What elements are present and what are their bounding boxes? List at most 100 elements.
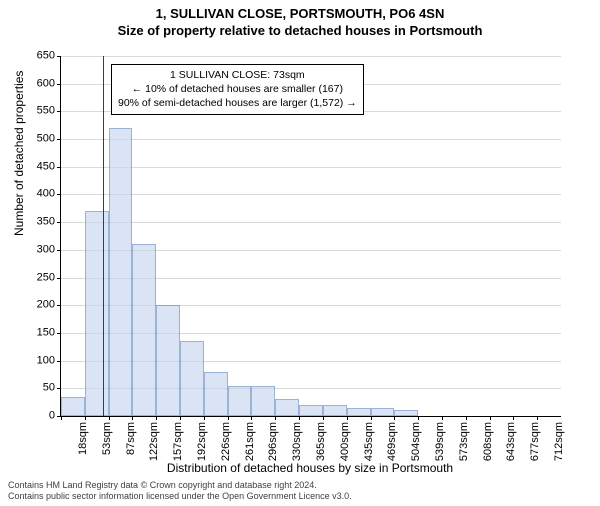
ytick-label: 400 xyxy=(0,189,55,200)
title-main: 1, SULLIVAN CLOSE, PORTSMOUTH, PO6 4SN xyxy=(0,6,600,21)
xtick-mark xyxy=(61,416,62,420)
ytick-mark xyxy=(57,84,61,85)
chart-container: 1, SULLIVAN CLOSE, PORTSMOUTH, PO6 4SN S… xyxy=(0,6,600,506)
xtick-mark xyxy=(418,416,419,420)
xtick-label: 400sqm xyxy=(339,422,351,461)
ytick-mark xyxy=(57,388,61,389)
histogram-bar xyxy=(275,399,299,416)
xtick-mark xyxy=(204,416,205,420)
annotation-line: 90% of semi-detached houses are larger (… xyxy=(118,96,357,110)
marker-line xyxy=(103,56,105,416)
xtick-mark xyxy=(323,416,324,420)
ytick-label: 0 xyxy=(0,411,55,422)
xtick-label: 643sqm xyxy=(505,422,517,461)
histogram-bar xyxy=(251,386,275,416)
histogram-bar xyxy=(156,305,180,416)
histogram-bar xyxy=(85,211,109,416)
x-axis-label: Distribution of detached houses by size … xyxy=(60,461,560,475)
ytick-label: 200 xyxy=(0,300,55,311)
footer-line1: Contains HM Land Registry data © Crown c… xyxy=(8,480,352,491)
xtick-label: 87sqm xyxy=(125,422,137,455)
xtick-label: 330sqm xyxy=(291,422,303,461)
histogram-bar xyxy=(61,397,85,416)
plot-region: 18sqm53sqm87sqm122sqm157sqm192sqm226sqm2… xyxy=(60,56,561,417)
ytick-label: 600 xyxy=(0,78,55,89)
ytick-mark xyxy=(57,222,61,223)
xtick-label: 435sqm xyxy=(363,422,375,461)
histogram-bar xyxy=(323,405,347,416)
ytick-label: 300 xyxy=(0,244,55,255)
ytick-label: 450 xyxy=(0,161,55,172)
xtick-label: 157sqm xyxy=(172,422,184,461)
xtick-mark xyxy=(442,416,443,420)
xtick-label: 504sqm xyxy=(410,422,422,461)
xtick-label: 18sqm xyxy=(77,422,89,455)
xtick-mark xyxy=(228,416,229,420)
ytick-label: 250 xyxy=(0,272,55,283)
xtick-label: 469sqm xyxy=(386,422,398,461)
xtick-mark xyxy=(299,416,300,420)
ytick-mark xyxy=(57,194,61,195)
ytick-label: 50 xyxy=(0,383,55,394)
xtick-label: 226sqm xyxy=(220,422,232,461)
annotation-line: ← 10% of detached houses are smaller (16… xyxy=(118,82,357,96)
xtick-mark xyxy=(347,416,348,420)
chart-area: 18sqm53sqm87sqm122sqm157sqm192sqm226sqm2… xyxy=(60,56,560,416)
gridline xyxy=(61,167,561,168)
histogram-bar xyxy=(132,244,156,416)
xtick-label: 365sqm xyxy=(315,422,327,461)
xtick-mark xyxy=(490,416,491,420)
gridline xyxy=(61,194,561,195)
xtick-label: 192sqm xyxy=(196,422,208,461)
histogram-bar xyxy=(180,341,204,416)
ytick-label: 650 xyxy=(0,51,55,62)
xtick-label: 608sqm xyxy=(482,422,494,461)
histogram-bar xyxy=(347,408,371,416)
xtick-mark xyxy=(513,416,514,420)
xtick-mark xyxy=(466,416,467,420)
ytick-label: 550 xyxy=(0,106,55,117)
xtick-label: 712sqm xyxy=(553,422,565,461)
xtick-label: 122sqm xyxy=(148,422,160,461)
ytick-mark xyxy=(57,56,61,57)
histogram-bar xyxy=(394,410,418,416)
ytick-mark xyxy=(57,361,61,362)
xtick-label: 539sqm xyxy=(434,422,446,461)
ytick-label: 150 xyxy=(0,327,55,338)
gridline xyxy=(61,222,561,223)
xtick-mark xyxy=(537,416,538,420)
y-axis-label: Number of detached properties xyxy=(12,71,26,236)
ytick-mark xyxy=(57,333,61,334)
xtick-mark xyxy=(180,416,181,420)
annotation-box: 1 SULLIVAN CLOSE: 73sqm← 10% of detached… xyxy=(111,64,364,115)
xtick-mark xyxy=(109,416,110,420)
xtick-mark xyxy=(156,416,157,420)
histogram-bar xyxy=(299,405,323,416)
ytick-mark xyxy=(57,250,61,251)
xtick-label: 53sqm xyxy=(101,422,113,455)
histogram-bar xyxy=(204,372,228,416)
xtick-label: 573sqm xyxy=(458,422,470,461)
ytick-mark xyxy=(57,278,61,279)
xtick-label: 677sqm xyxy=(529,422,541,461)
xtick-mark xyxy=(371,416,372,420)
ytick-mark xyxy=(57,305,61,306)
ytick-mark xyxy=(57,139,61,140)
xtick-mark xyxy=(251,416,252,420)
histogram-bar xyxy=(228,386,252,416)
title-sub: Size of property relative to detached ho… xyxy=(0,23,600,38)
footer-line2: Contains public sector information licen… xyxy=(8,491,352,502)
ytick-label: 100 xyxy=(0,355,55,366)
ytick-mark xyxy=(57,167,61,168)
xtick-mark xyxy=(394,416,395,420)
xtick-mark xyxy=(132,416,133,420)
gridline xyxy=(61,139,561,140)
footer-credits: Contains HM Land Registry data © Crown c… xyxy=(8,480,352,502)
ytick-label: 350 xyxy=(0,217,55,228)
xtick-mark xyxy=(85,416,86,420)
xtick-mark xyxy=(275,416,276,420)
xtick-label: 261sqm xyxy=(244,422,256,461)
histogram-bar xyxy=(371,408,395,416)
ytick-mark xyxy=(57,111,61,112)
ytick-label: 500 xyxy=(0,134,55,145)
